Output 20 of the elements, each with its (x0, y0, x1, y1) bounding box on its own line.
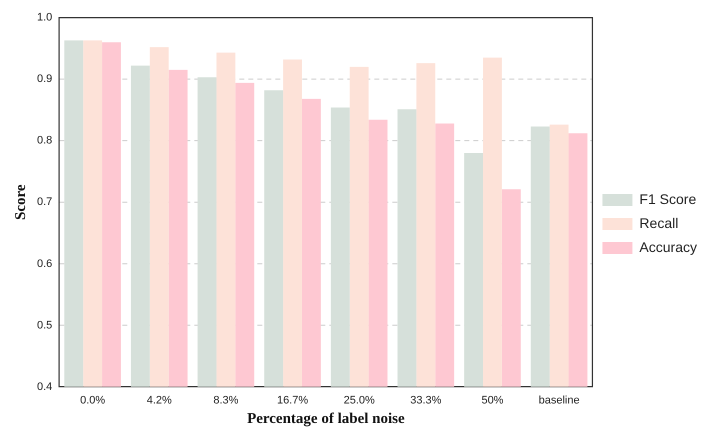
x-tick-label: baseline (538, 394, 580, 406)
y-tick-label: 0.5 (36, 319, 52, 332)
x-tick-label: 0.0% (80, 394, 106, 406)
x-tick-label: 8.3% (213, 394, 239, 406)
x-tick-label: 33.3% (410, 394, 442, 406)
y-tick-label: 0.9 (36, 73, 52, 86)
x-tick-label: 4.2% (146, 394, 172, 406)
legend-label: F1 Score (639, 190, 696, 207)
x-tick-label: 25.0% (344, 394, 375, 406)
y-tick-label: 1.0 (36, 12, 52, 24)
x-tick-label: 16.7% (276, 394, 308, 406)
y-axis-title: Score (12, 184, 29, 220)
y-tick-label: 0.8 (36, 134, 52, 147)
y-tick-label: 0.6 (36, 258, 52, 270)
x-tick-label: 50% (481, 394, 504, 406)
legend-label: Recall (639, 214, 678, 231)
y-tick-label: 0.7 (36, 196, 52, 208)
x-axis-title: Percentage of label noise (247, 410, 405, 427)
legend-label: Accuracy (639, 238, 698, 255)
y-tick-label: 0.4 (36, 380, 52, 393)
